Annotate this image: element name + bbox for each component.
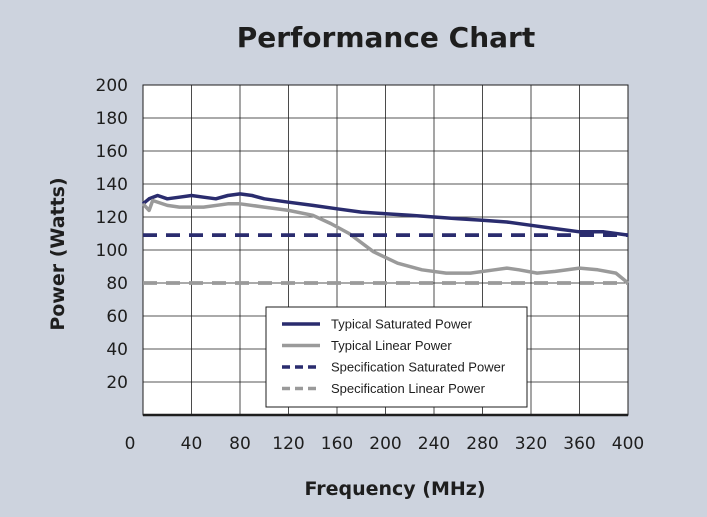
x-tick-label: 280 <box>466 434 498 454</box>
y-tick-label: 180 <box>96 109 128 129</box>
series-lines <box>141 192 630 285</box>
x-tick-label: 80 <box>229 434 251 454</box>
tick-labels: 0 40 80 120 160 200 240 280 320 360 400 20 40 60 80 100… <box>96 76 645 454</box>
y-tick-label: 60 <box>106 307 128 327</box>
y-tick-label: 120 <box>96 208 128 228</box>
x-tick-label: 160 <box>321 434 353 454</box>
x-tick-label: 240 <box>418 434 450 454</box>
x-tick-label: 320 <box>515 434 547 454</box>
y-tick-label: 200 <box>96 76 128 96</box>
x-tick-label: 40 <box>181 434 203 454</box>
y-tick-label: 20 <box>106 373 128 393</box>
legend-label: Specification Linear Power <box>331 381 486 396</box>
legend-label: Specification Saturated Power <box>331 360 506 375</box>
x-tick-label: 200 <box>369 434 401 454</box>
x-tick-label: 400 <box>612 434 644 454</box>
legend-label: Typical Saturated Power <box>331 317 473 332</box>
x-tick-label: 0 <box>125 434 136 454</box>
y-tick-label: 160 <box>96 142 128 162</box>
y-axis-title: Power (Watts) <box>47 177 69 330</box>
series-line <box>141 198 630 285</box>
y-tick-label: 40 <box>106 340 128 360</box>
series-line <box>141 192 629 237</box>
y-tick-label: 80 <box>106 274 128 294</box>
x-tick-label: 120 <box>272 434 304 454</box>
chart-title: Performance Chart <box>237 21 535 54</box>
x-axis-title: Frequency (MHz) <box>304 478 485 500</box>
y-tick-label: 140 <box>96 175 128 195</box>
legend-label: Typical Linear Power <box>331 338 452 353</box>
x-tick-label: 360 <box>563 434 595 454</box>
y-tick-label: 100 <box>96 241 128 261</box>
legend: Typical Saturated Power Typical Linear Po… <box>265 306 528 408</box>
